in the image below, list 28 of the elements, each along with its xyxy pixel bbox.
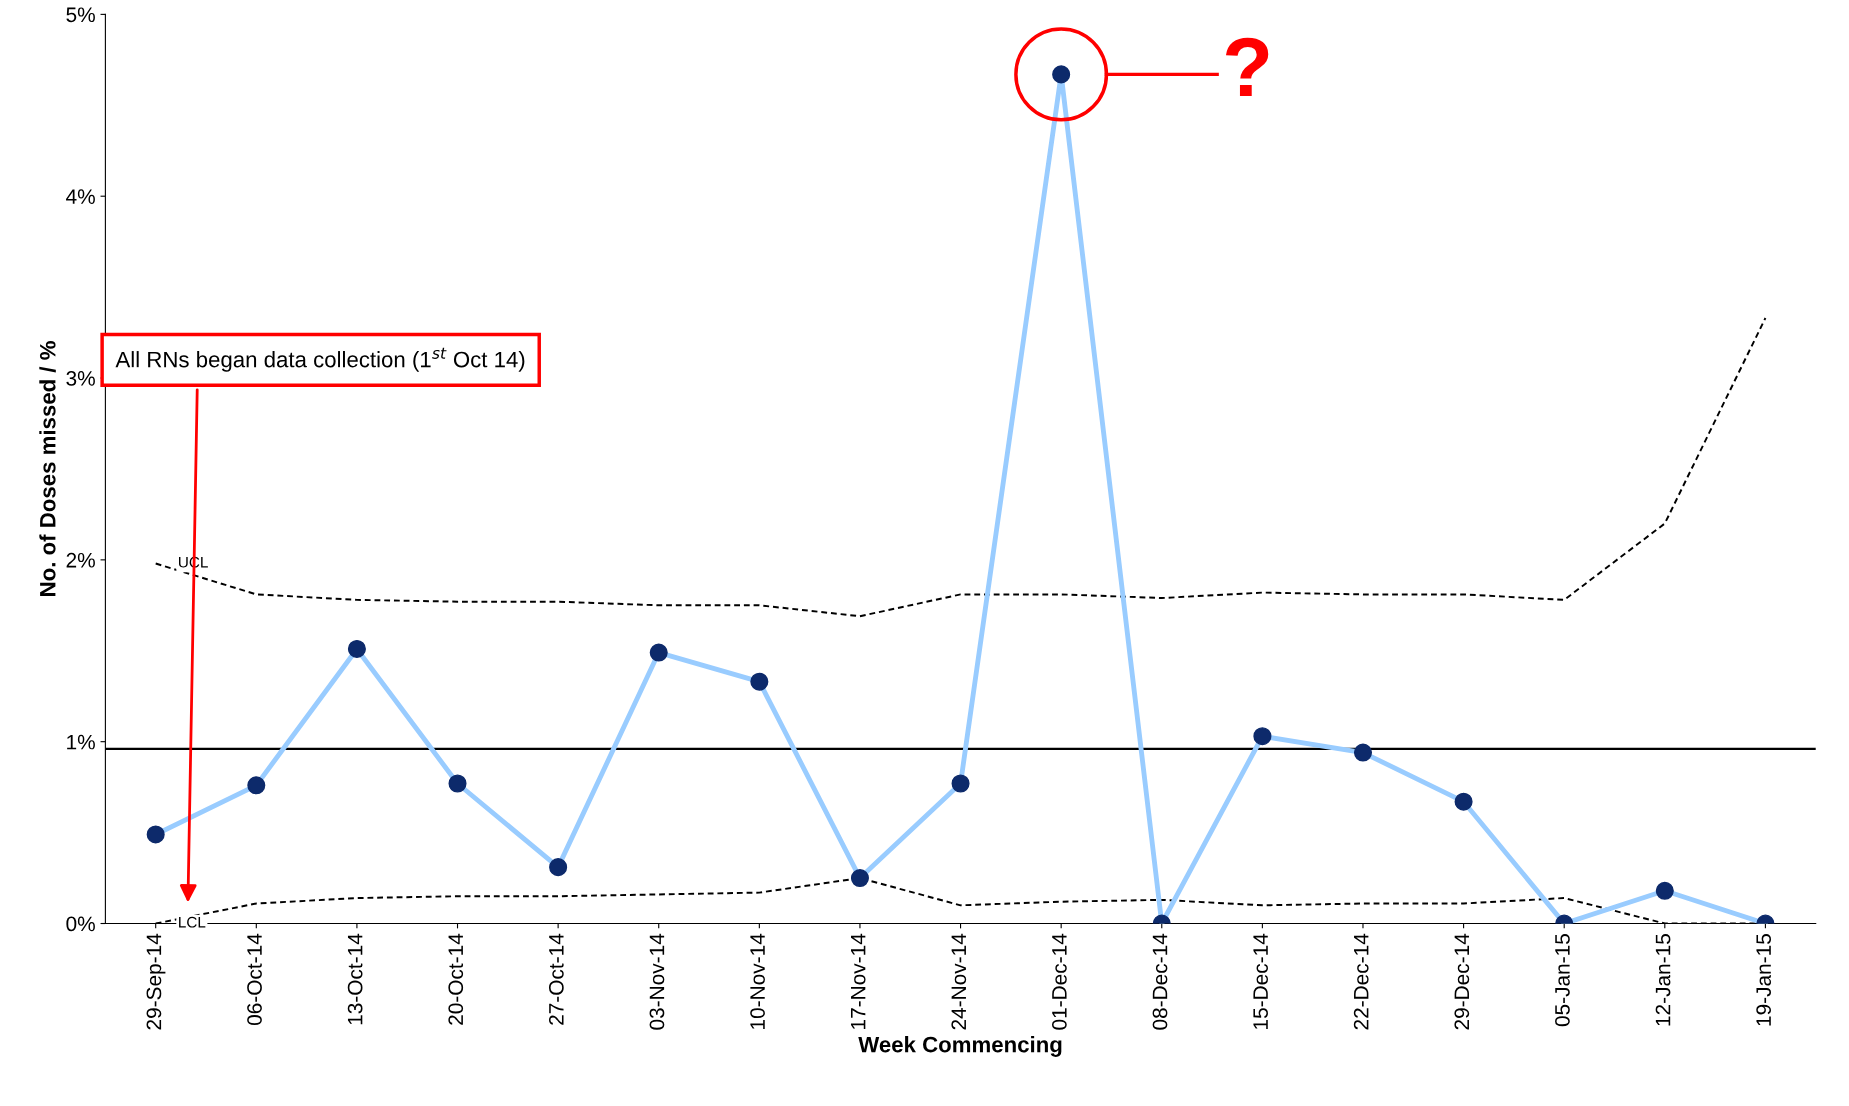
- x-tick-label: 13-Oct-14: [347, 933, 363, 1025]
- series-label: LCL: [179, 916, 206, 928]
- x-tick-label: 19-Jan-15: [1756, 934, 1772, 1026]
- x-tick-label: 01-Dec-14: [1052, 933, 1067, 1030]
- x-tick-label: 29-Sep-14: [146, 933, 166, 1030]
- annotation: ?: [1225, 37, 1269, 96]
- x-tick-label: 10-Nov-14: [750, 933, 765, 1029]
- x-tick-label: 15-Dec-14: [1253, 933, 1268, 1029]
- y-tick-label: 4%: [66, 189, 95, 204]
- x-tick-label: 27-Oct-14: [548, 933, 564, 1025]
- y-tick-label: 0%: [66, 916, 95, 932]
- x-tick-label: 17-Nov-14: [851, 933, 866, 1029]
- x-tick-label: 12-Jan-15: [1655, 934, 1671, 1026]
- y-tick-label: 1%: [67, 734, 95, 750]
- y-tick-label: 5%: [66, 7, 95, 23]
- x-tick-label: 08-Dec-14: [1152, 933, 1168, 1030]
- y-tick-label: 3%: [66, 371, 95, 386]
- x-tick-label: 20-Oct-14: [448, 933, 464, 1025]
- x-tick-label: 24-Nov-14: [951, 933, 967, 1030]
- x-axis-title: Week Commencing: [858, 1036, 1062, 1057]
- x-tick-label: 22-Dec-14: [1353, 933, 1369, 1030]
- x-tick-label: 06-Oct-14: [247, 933, 262, 1026]
- y-axis-title: No. of Doses missed / %: [39, 341, 56, 596]
- y-tick-label: 2%: [66, 552, 95, 568]
- x-tick-label: 05-Jan-15: [1555, 934, 1570, 1027]
- annotation: All RNs began data collection (1$^{st}$ Oct 14): [115, 347, 525, 372]
- x-tick-label: 29-Dec-14: [1454, 933, 1470, 1030]
- x-tick-label: 03-Nov-14: [649, 933, 665, 1030]
